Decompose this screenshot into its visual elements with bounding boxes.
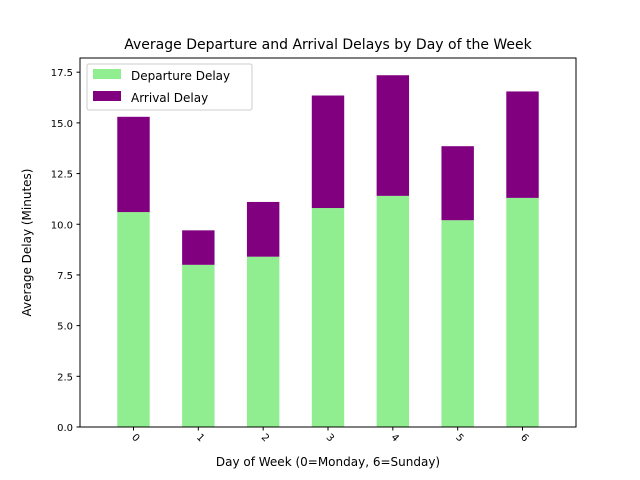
bar-departure-delay-day-1 [182, 264, 215, 427]
bar-arrival-delay-day-2 [246, 201, 280, 257]
bar-departure-delay-day-2 [246, 256, 280, 427]
x-tick-label: 3 [324, 432, 336, 444]
legend-frame [86, 63, 253, 111]
x-tick-label: 2 [259, 432, 271, 444]
bar-departure-delay-day-0 [117, 212, 150, 427]
bar-arrival-delay-day-1 [182, 230, 215, 265]
bar-arrival-delay-day-0 [117, 116, 150, 213]
legend: Departure Delay Arrival Delay [86, 63, 253, 111]
bar-departure-delay-day-3 [311, 208, 345, 427]
bar-arrival-delay-day-5 [441, 146, 474, 221]
y-tick-label: 15.0 [51, 119, 73, 130]
legend-label-departure-delay: Departure Delay [131, 69, 230, 83]
y-axis: 0.0 2.5 5.0 7.5 10.0 12.5 15.0 17.5 [51, 68, 80, 434]
bar-departure-delay-day-6 [506, 197, 539, 427]
bar-arrival-delay-day-4 [376, 75, 410, 196]
x-axis-label: Day of Week (0=Monday, 6=Sunday) [216, 455, 440, 469]
y-tick-label: 0.0 [57, 423, 73, 434]
y-tick-label: 7.5 [57, 271, 73, 282]
legend-swatch-departure-delay [93, 69, 121, 79]
y-tick-label: 2.5 [57, 372, 73, 383]
y-axis-label: Average Delay (Minutes) [20, 169, 34, 317]
x-tick-label: 4 [388, 432, 400, 444]
chart-title: Average Departure and Arrival Delays by … [124, 37, 532, 53]
y-tick-label: 10.0 [51, 220, 73, 231]
bars [117, 75, 539, 427]
x-tick-label: 0 [129, 432, 141, 444]
x-tick-label: 1 [194, 432, 206, 444]
bar-departure-delay-day-5 [441, 220, 474, 427]
plot-frame [79, 57, 577, 428]
legend-swatch-arrival-delay [93, 91, 121, 101]
legend-label-arrival-delay: Arrival Delay [131, 91, 208, 105]
bar-arrival-delay-day-3 [311, 95, 345, 209]
y-tick-label: 12.5 [51, 170, 73, 181]
y-tick-label: 17.5 [51, 68, 73, 79]
bar-arrival-delay-day-6 [506, 91, 539, 198]
y-tick-label: 5.0 [57, 322, 73, 333]
x-tick-label: 5 [453, 432, 465, 444]
x-tick-label: 6 [518, 432, 530, 444]
x-axis: 0 1 2 3 4 5 6 [129, 427, 530, 444]
bar-departure-delay-day-4 [376, 195, 410, 427]
